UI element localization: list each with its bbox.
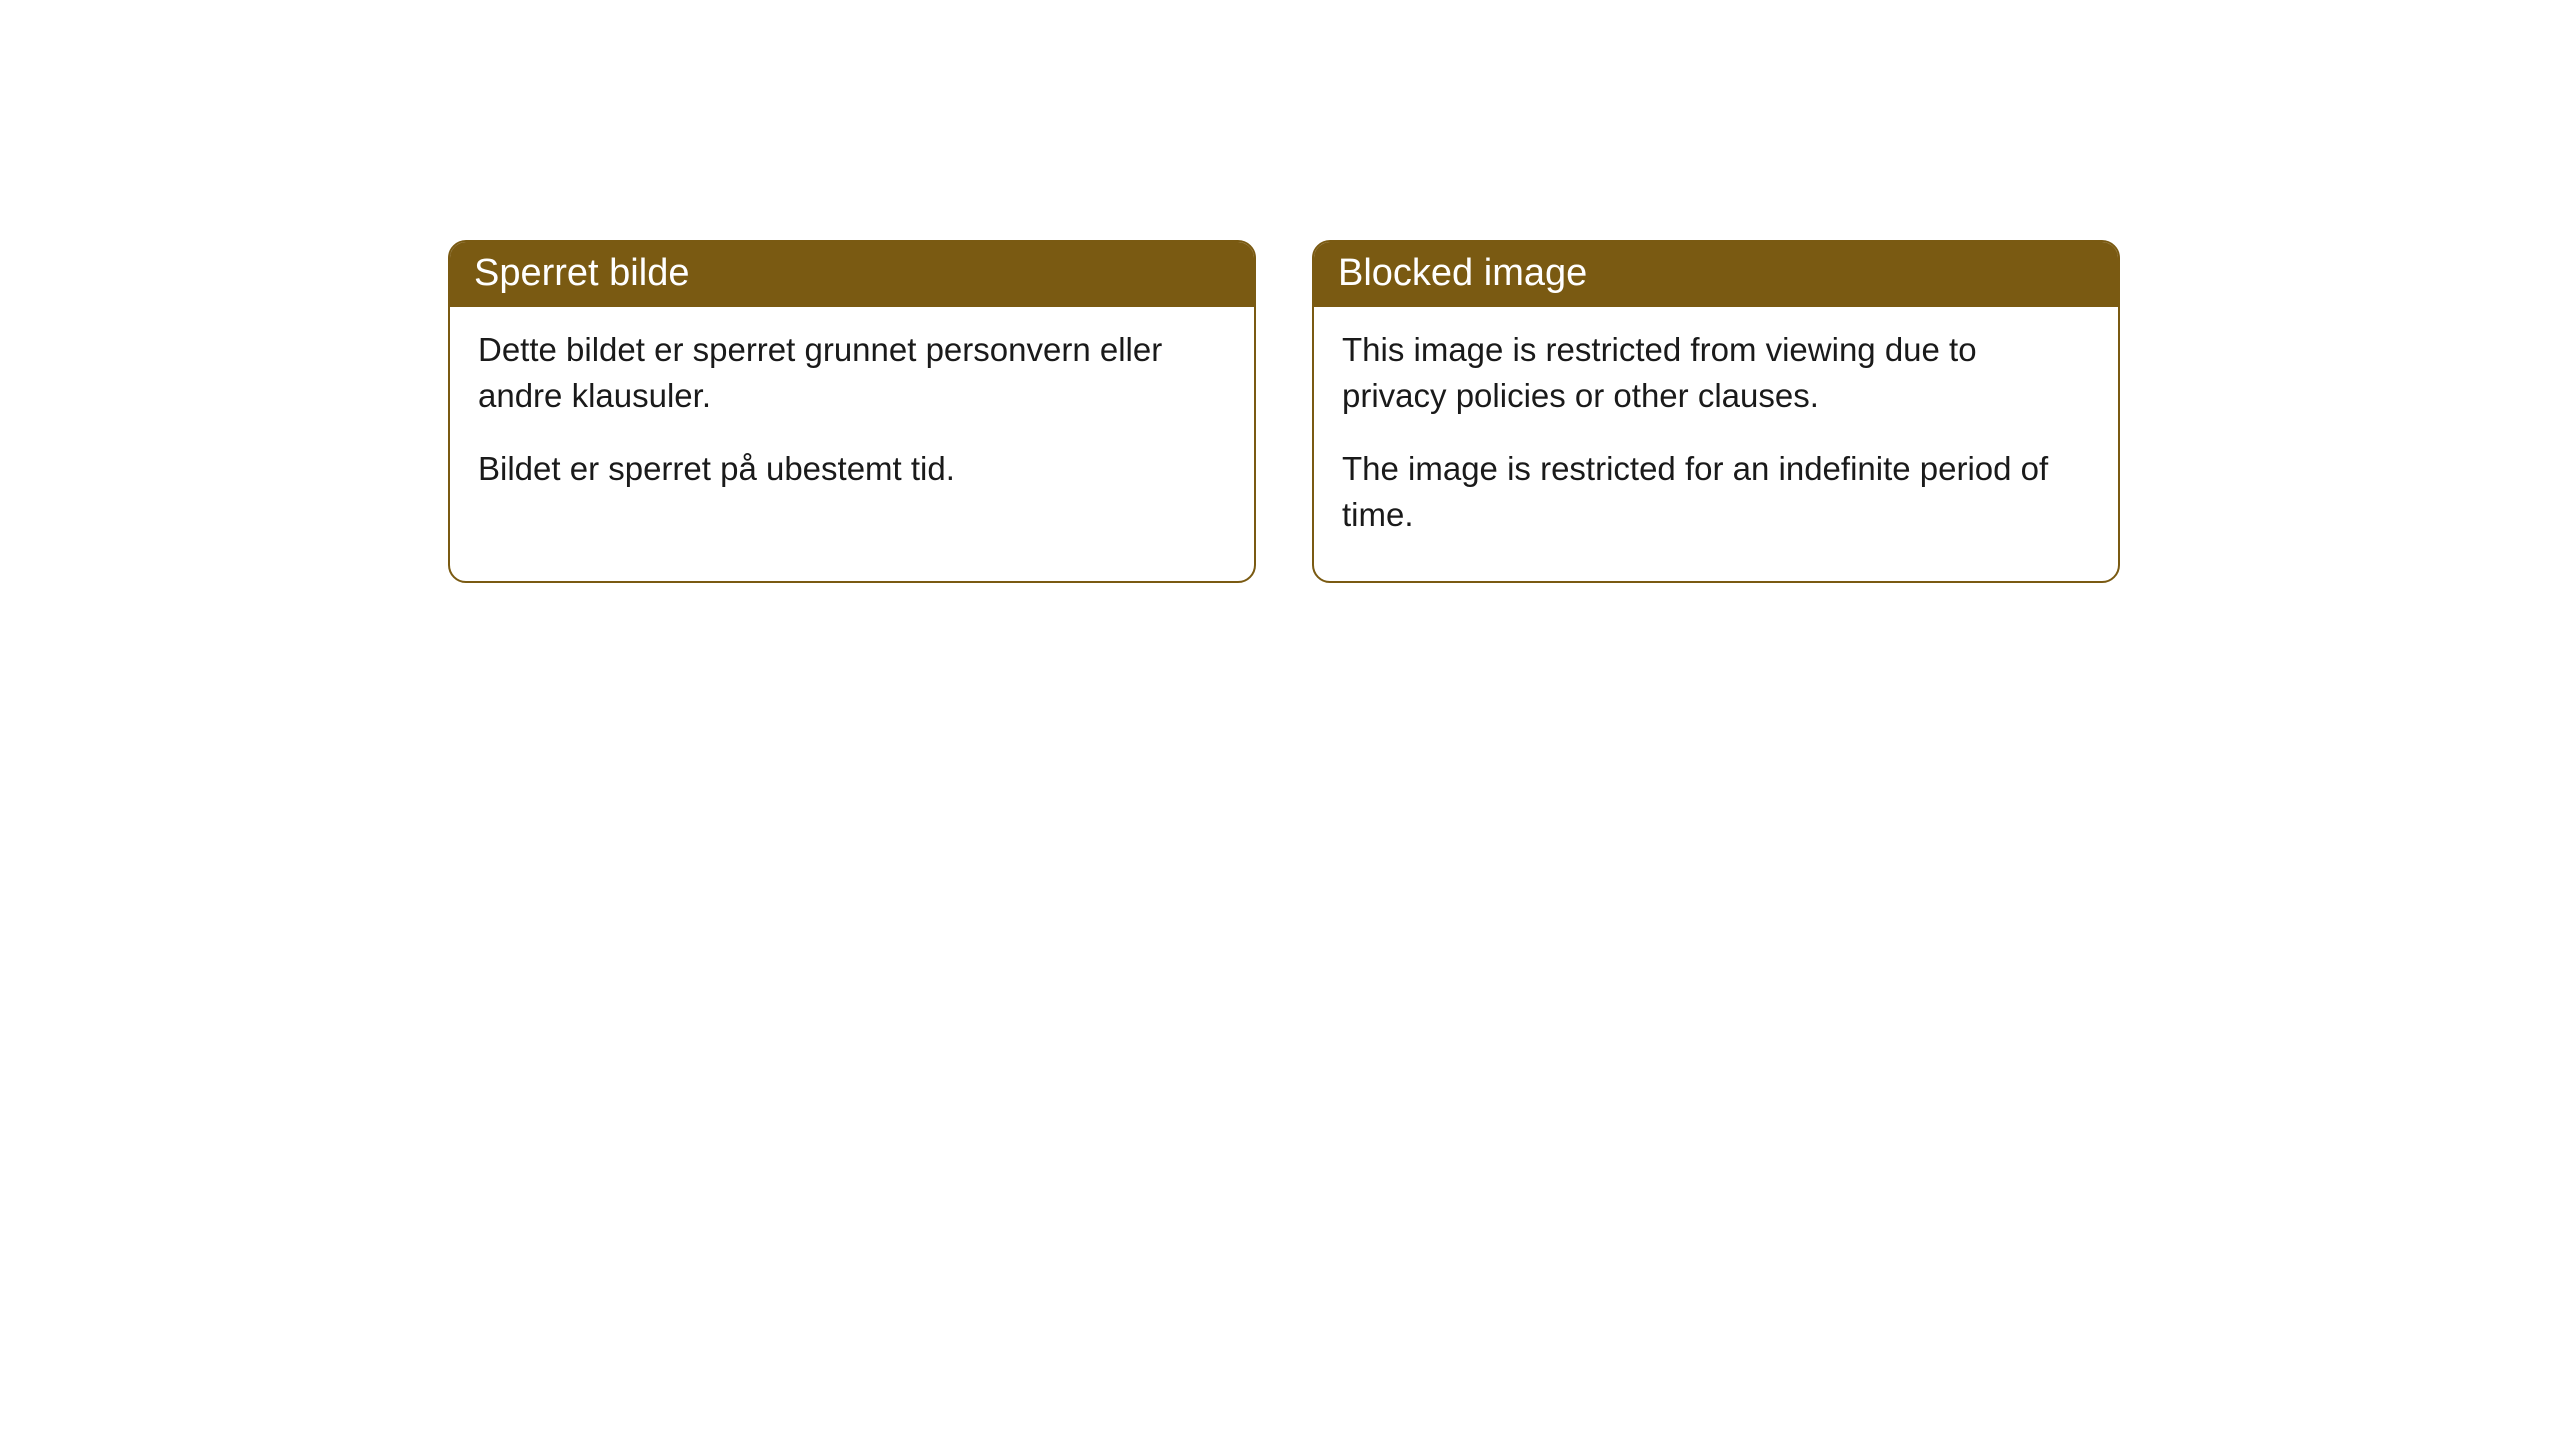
card-body: This image is restricted from viewing du…: [1314, 307, 2118, 581]
card-paragraph-1: Dette bildet er sperret grunnet personve…: [478, 327, 1226, 418]
card-title: Blocked image: [1338, 252, 1587, 294]
blocked-image-card-english: Blocked image This image is restricted f…: [1312, 240, 2120, 583]
card-paragraph-2: Bildet er sperret på ubestemt tid.: [478, 446, 1226, 492]
card-paragraph-1: This image is restricted from viewing du…: [1342, 327, 2090, 418]
card-body: Dette bildet er sperret grunnet personve…: [450, 307, 1254, 536]
card-header: Sperret bilde: [450, 242, 1254, 307]
notice-cards-container: Sperret bilde Dette bildet er sperret gr…: [0, 0, 2560, 583]
card-title: Sperret bilde: [474, 252, 689, 294]
card-paragraph-2: The image is restricted for an indefinit…: [1342, 446, 2090, 537]
blocked-image-card-norwegian: Sperret bilde Dette bildet er sperret gr…: [448, 240, 1256, 583]
card-header: Blocked image: [1314, 242, 2118, 307]
